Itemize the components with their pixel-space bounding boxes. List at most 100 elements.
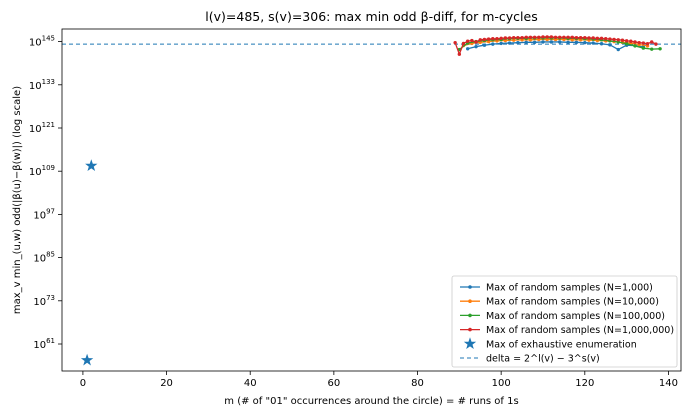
data-point <box>482 43 487 47</box>
data-point <box>562 35 566 39</box>
data-point <box>532 40 537 45</box>
data-point <box>612 37 616 42</box>
data-point <box>528 35 533 39</box>
data-point <box>507 36 512 40</box>
legend-marker <box>468 285 472 289</box>
y-axis-label: max_v min_(u,w) odd(|β(u)−β(w)|) (log sc… <box>12 86 23 314</box>
legend-marker <box>468 313 472 318</box>
data-point <box>604 37 608 41</box>
legend-item: Max of random samples (N=100,000) <box>460 311 665 322</box>
y-tick-label: 1085 <box>33 251 55 265</box>
data-point <box>633 40 637 44</box>
data-point <box>633 44 637 48</box>
x-tick-label: 120 <box>575 378 594 389</box>
data-point <box>528 38 533 42</box>
data-point <box>503 36 508 40</box>
legend-star <box>463 337 477 350</box>
data-point <box>645 42 650 46</box>
x-tick-label: 0 <box>80 378 86 389</box>
data-point <box>470 38 474 43</box>
data-point <box>516 40 520 45</box>
data-point <box>641 41 646 45</box>
legend-box <box>451 275 678 368</box>
data-point <box>486 37 491 41</box>
legend-label: Max of random samples (N=1,000,000) <box>486 325 674 336</box>
data-point <box>624 39 629 43</box>
data-point <box>608 37 612 41</box>
data-point <box>608 43 612 47</box>
legend-item: Max of random samples (N=1,000,000) <box>460 325 674 336</box>
series-line <box>467 41 644 51</box>
data-point <box>537 35 541 39</box>
data-point <box>541 40 545 44</box>
data-point <box>524 35 528 39</box>
data-point <box>491 37 495 41</box>
x-tick-label: 140 <box>659 378 678 389</box>
legend-label: Max of random samples (N=1,000) <box>486 283 653 294</box>
legend-label: Max of random samples (N=100,000) <box>486 311 665 322</box>
x-tick-label: 80 <box>411 378 424 389</box>
data-point <box>650 40 654 44</box>
data-point <box>491 42 495 46</box>
y-tick-label: 10133 <box>29 78 55 92</box>
data-point <box>574 35 579 40</box>
data-point <box>616 38 620 42</box>
data-point <box>629 39 633 43</box>
legend-label: Max of exhaustive enumeration <box>486 339 637 350</box>
data-point <box>507 41 512 45</box>
data-point <box>499 41 503 46</box>
legend: Max of random samples (N=1,000) Max of ra… <box>451 275 678 368</box>
data-point <box>520 35 524 40</box>
data-point <box>541 35 545 39</box>
data-point <box>499 36 503 41</box>
chart-title: l(v)=485, s(v)=306: max min odd β-diff, … <box>205 9 537 24</box>
data-point <box>624 42 629 46</box>
data-point <box>465 47 470 51</box>
plot-frame <box>61 28 682 372</box>
data-point <box>558 35 562 39</box>
data-point <box>453 40 457 45</box>
data-point <box>654 42 658 46</box>
data-point <box>457 52 462 56</box>
data-point <box>532 35 537 39</box>
data-point <box>566 40 570 45</box>
series-4 <box>453 35 658 57</box>
data-point <box>516 35 520 40</box>
data-point <box>461 41 466 46</box>
legend-item: Max of exhaustive enumeration <box>463 337 637 350</box>
data-point <box>599 36 604 41</box>
legend-item: Max of random samples (N=10,000) <box>460 297 659 308</box>
exhaustive-star <box>80 353 94 366</box>
data-point <box>482 37 487 42</box>
data-point <box>650 47 654 51</box>
data-point <box>620 38 625 42</box>
data-point <box>478 38 482 42</box>
exhaustive-star <box>85 159 98 172</box>
data-point <box>566 35 570 39</box>
data-point <box>658 47 662 51</box>
legend-item: Max of random samples (N=1,000) <box>460 283 653 294</box>
data-point <box>595 36 600 41</box>
data-point <box>570 35 574 39</box>
data-point <box>549 35 554 39</box>
data-point <box>583 40 587 45</box>
data-point <box>465 39 470 43</box>
data-point <box>578 35 583 40</box>
y-tick-label: 1061 <box>33 337 55 351</box>
data-point <box>599 42 604 46</box>
legend-label: Max of random samples (N=10,000) <box>486 297 659 308</box>
data-point <box>512 35 516 40</box>
data-point <box>558 40 562 44</box>
legend-marker <box>468 299 472 304</box>
data-point <box>495 37 499 41</box>
data-point <box>553 35 558 39</box>
data-point <box>545 35 549 39</box>
data-point <box>474 40 478 44</box>
data-point <box>637 40 641 45</box>
x-tick-label: 20 <box>160 378 173 389</box>
legend-marker <box>468 327 472 332</box>
y-tick-label: 10145 <box>29 35 55 49</box>
data-point <box>641 46 646 50</box>
data-point <box>587 36 591 40</box>
